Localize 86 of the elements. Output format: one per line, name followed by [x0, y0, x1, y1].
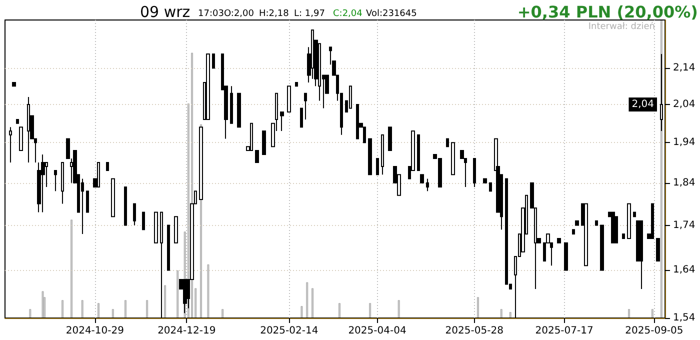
- candlestick: [489, 182, 492, 192]
- candlestick: [627, 203, 631, 239]
- candlestick: [473, 158, 476, 188]
- candlestick: [615, 216, 618, 244]
- candlestick: [633, 212, 636, 218]
- candlestick: [81, 178, 84, 235]
- x-tick-label: 2024-10-29: [66, 326, 124, 336]
- candlestick: [287, 86, 291, 112]
- candlestick: [111, 178, 115, 218]
- candlestick: [27, 96, 30, 163]
- candlestick: [16, 119, 19, 124]
- candlestick: [417, 134, 420, 172]
- candlestick: [572, 229, 575, 235]
- candlestick: [167, 224, 170, 271]
- candlestick: [250, 122, 253, 152]
- candlestick: [237, 92, 241, 128]
- candlestick: [660, 54, 663, 132]
- candlestick: [304, 92, 307, 120]
- candlestick: [9, 126, 12, 163]
- candlestick: [106, 162, 109, 172]
- candlestick: [230, 86, 233, 124]
- y-tick-label: 1,54: [673, 312, 696, 324]
- candlestick: [611, 212, 615, 244]
- candlestick: [349, 86, 352, 109]
- text: Vol:231645: [366, 9, 417, 19]
- candlestick: [255, 150, 259, 163]
- candlestick: [420, 174, 424, 184]
- candlestick: [376, 158, 379, 176]
- x-tick-label: 2025-09-05: [625, 326, 684, 336]
- x-tick-label: 2025-04-04: [348, 326, 406, 336]
- candlestick: [154, 212, 158, 244]
- candlestick: [300, 108, 303, 128]
- candlestick: [124, 186, 127, 226]
- annotation: +0,34 PLN (20,00%): [517, 2, 698, 22]
- annotation: 2,04: [632, 98, 654, 110]
- candlestick: [142, 212, 145, 230]
- candlestick: [483, 178, 487, 184]
- candlestick: [426, 178, 429, 192]
- candlestick: [86, 190, 89, 213]
- y-tick-label: 1,64: [673, 264, 696, 276]
- candlestick: [356, 104, 359, 140]
- candlestick: [557, 238, 561, 244]
- candlestick: [19, 126, 23, 152]
- y-tick-label: 1,74: [673, 220, 696, 231]
- candlestick: [595, 220, 598, 226]
- candlestick: [368, 138, 372, 176]
- y-tick-label: 2,14: [673, 62, 696, 74]
- candlestick: [584, 203, 588, 266]
- x-tick-label: 2025-05-28: [445, 326, 504, 336]
- text: O:2,00: [224, 9, 254, 19]
- candlestick: [363, 126, 366, 144]
- annotation: Interwał: dzień: [588, 21, 655, 32]
- candlestick: [640, 220, 643, 290]
- candlestick: [212, 54, 215, 69]
- y-tick-label: 2,04: [673, 98, 696, 110]
- candlestick: [97, 162, 100, 188]
- text: 17:03: [198, 9, 224, 19]
- candlestick: [262, 130, 266, 155]
- candlestick: [564, 242, 568, 271]
- candlestick: [133, 203, 136, 226]
- candlestick: [381, 134, 384, 176]
- x-tick-label: 2025-07-17: [535, 326, 594, 336]
- candlestick: [41, 154, 45, 213]
- candlestick: [174, 216, 178, 244]
- text: H:2,18: [259, 9, 290, 19]
- candlestick: [656, 238, 660, 262]
- candlestick: [280, 111, 284, 132]
- x-tick-label: 2024-12-19: [158, 326, 216, 336]
- candlestick: [451, 142, 455, 176]
- candlestick: [575, 220, 579, 226]
- candlestick: [600, 224, 604, 271]
- candlestick: [12, 82, 16, 87]
- text: L: 1,97: [294, 9, 325, 19]
- candlestick: [54, 170, 57, 192]
- candlestick: [61, 162, 64, 204]
- candlestick: [295, 82, 298, 87]
- candlestick: [446, 138, 449, 148]
- candlestick: [622, 234, 625, 239]
- y-tick-label: 1,84: [673, 177, 696, 188]
- y-tick-label: 1,94: [673, 137, 696, 148]
- annotation: 09 wrz: [140, 3, 190, 21]
- candlestick: [388, 126, 392, 152]
- candlestick: [651, 203, 654, 239]
- x-tick-label: 2025-02-14: [260, 326, 318, 336]
- text: C:2,04: [333, 9, 363, 19]
- candlestick: [206, 54, 210, 120]
